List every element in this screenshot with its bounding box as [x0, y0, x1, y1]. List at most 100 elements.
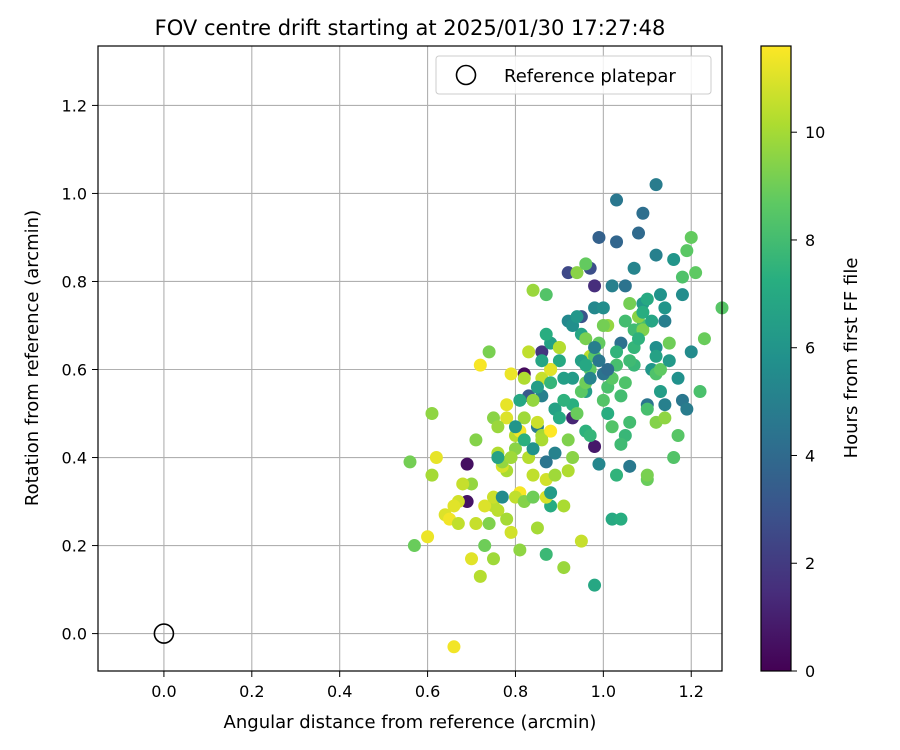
- colorbar-tick-label: 0: [805, 662, 815, 681]
- x-tick-label: 0.4: [327, 682, 352, 701]
- data-point: [583, 371, 597, 385]
- data-point: [552, 354, 566, 368]
- legend: Reference platepar: [435, 55, 712, 95]
- y-axis-label: Rotation from reference (arcmin): [22, 210, 43, 506]
- data-point: [544, 424, 558, 438]
- data-point: [623, 459, 637, 473]
- data-point: [570, 266, 584, 280]
- data-point: [570, 310, 584, 324]
- data-point: [588, 340, 602, 354]
- data-point: [561, 433, 575, 447]
- data-point: [689, 266, 703, 280]
- data-point: [605, 420, 619, 434]
- data-point: [548, 446, 562, 460]
- data-point: [579, 257, 593, 271]
- data-point: [649, 178, 663, 192]
- data-point: [451, 517, 465, 531]
- legend-box: [435, 55, 712, 95]
- data-point: [623, 296, 637, 310]
- data-point: [425, 468, 439, 482]
- data-point: [618, 314, 632, 328]
- axis-ticks: 0.0 0.2 0.4 0.6 0.8 1.0 1.2 0.0 0.2 0.4 0.6 0.8 1.0 1…: [62, 96, 704, 701]
- data-point: [632, 332, 646, 346]
- data-point: [526, 393, 540, 407]
- data-point: [482, 345, 496, 359]
- x-axis-label: Angular distance from reference (arcmin): [224, 712, 597, 733]
- data-point: [530, 415, 544, 429]
- data-point: [570, 407, 584, 421]
- data-point: [482, 517, 496, 531]
- data-point: [610, 193, 624, 207]
- colorbar-tick-label: 8: [805, 231, 815, 250]
- data-point: [675, 270, 689, 284]
- colorbar-tick-label: 4: [805, 446, 815, 465]
- data-point: [640, 402, 654, 416]
- data-point: [473, 569, 487, 583]
- data-point: [486, 552, 500, 566]
- data-point: [513, 393, 527, 407]
- data-point: [662, 354, 676, 368]
- data-point: [667, 451, 681, 465]
- data-point: [640, 292, 654, 306]
- data-point: [649, 248, 663, 262]
- data-point: [693, 385, 707, 399]
- data-point: [601, 363, 615, 377]
- data-point: [491, 451, 505, 465]
- data-point: [636, 305, 650, 319]
- data-point: [447, 499, 461, 513]
- y-tick-label: 0.2: [62, 537, 87, 556]
- colorbar-label: Hours from first FF file: [841, 258, 862, 459]
- data-point: [614, 389, 628, 403]
- data-point: [574, 534, 588, 548]
- colorbar-tick-label: 6: [805, 339, 815, 358]
- x-tick-label: 0.8: [503, 682, 528, 701]
- data-point: [425, 407, 439, 421]
- data-point: [421, 530, 435, 544]
- legend-label: Reference platepar: [504, 66, 676, 87]
- data-point: [535, 433, 549, 447]
- data-point: [456, 477, 470, 491]
- data-point: [579, 332, 593, 346]
- data-point: [544, 363, 558, 377]
- data-point: [469, 517, 483, 531]
- data-point: [530, 521, 544, 535]
- data-point: [618, 376, 632, 390]
- data-point: [592, 457, 606, 471]
- data-point: [465, 552, 479, 566]
- x-tick-label: 0.6: [415, 682, 440, 701]
- data-point: [539, 327, 553, 341]
- data-point: [645, 314, 659, 328]
- y-tick-label: 0.4: [62, 449, 87, 468]
- data-point: [614, 512, 628, 526]
- colorbar: [760, 45, 792, 672]
- data-point: [653, 288, 667, 302]
- data-point: [592, 354, 606, 368]
- data-point: [557, 561, 571, 575]
- data-point: [614, 437, 628, 451]
- data-point: [579, 358, 593, 372]
- data-point: [539, 288, 553, 302]
- data-point: [596, 393, 610, 407]
- data-point: [658, 314, 672, 328]
- data-point: [653, 385, 667, 399]
- colorbar-tick-label: 2: [805, 554, 815, 573]
- data-point: [684, 345, 698, 359]
- data-point: [526, 283, 540, 297]
- data-point: [588, 578, 602, 592]
- data-point: [623, 354, 637, 368]
- data-point: [675, 288, 689, 302]
- data-point: [627, 261, 641, 275]
- data-point: [429, 451, 443, 465]
- data-point: [658, 411, 672, 425]
- data-point: [526, 468, 540, 482]
- data-point: [403, 455, 417, 469]
- data-point: [583, 429, 597, 443]
- data-point: [588, 279, 602, 293]
- y-tick-label: 0.0: [62, 625, 87, 644]
- colorbar-ticks: 0 2 4 6 8 10: [791, 123, 825, 681]
- data-point: [596, 318, 610, 332]
- chart-title: FOV centre drift starting at 2025/01/30 …: [155, 16, 666, 40]
- data-points: [403, 178, 729, 654]
- data-point: [513, 543, 527, 557]
- data-point: [526, 442, 540, 456]
